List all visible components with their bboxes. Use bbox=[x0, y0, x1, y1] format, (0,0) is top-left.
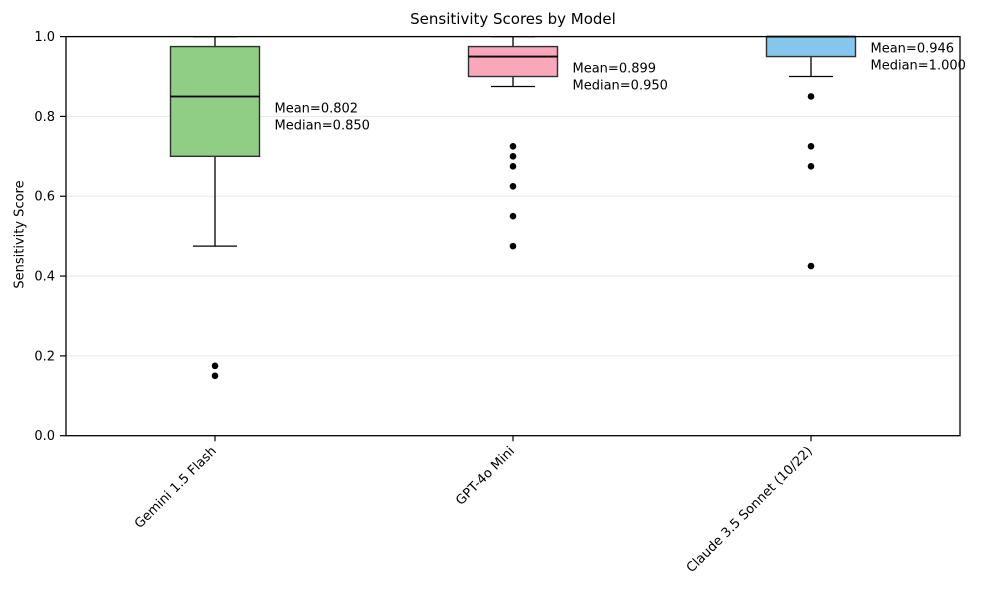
outlier-point bbox=[509, 163, 517, 170]
chart-title: Sensitivity Scores by Model bbox=[410, 10, 616, 28]
x-tick-label: Gemini 1.5 Flash bbox=[132, 444, 220, 532]
x-tick-label: Claude 3.5 Sonnet (10/22) bbox=[684, 444, 816, 576]
annotation-line: Mean=0.802 bbox=[275, 101, 359, 116]
box bbox=[765, 35, 857, 58]
outlier-point bbox=[211, 372, 219, 380]
annotation: Mean=0.899 Median=0.950 bbox=[573, 62, 668, 94]
annotation-line: Median=0.950 bbox=[573, 79, 668, 94]
annotation-line: Median=1.000 bbox=[871, 59, 966, 74]
box bbox=[169, 45, 261, 158]
x-tick-label: GPT-4o Mini bbox=[453, 444, 518, 509]
y-tick-label: 0.0 bbox=[34, 429, 55, 444]
annotation-line: Median=0.850 bbox=[275, 118, 370, 133]
y-tick-label: 0.2 bbox=[34, 349, 55, 364]
y-tick-label: 0.4 bbox=[34, 270, 55, 285]
box bbox=[467, 45, 559, 78]
outlier-point bbox=[211, 362, 219, 370]
annotation: Mean=0.802 Median=0.850 bbox=[275, 101, 370, 133]
outlier-point bbox=[807, 143, 815, 150]
y-tick-label: 0.6 bbox=[34, 190, 55, 205]
outlier-point bbox=[509, 212, 517, 220]
outlier-point bbox=[807, 93, 815, 100]
annotation-line: Mean=0.899 bbox=[573, 62, 657, 77]
outlier-point bbox=[509, 153, 517, 160]
outlier-point bbox=[807, 163, 815, 170]
annotation-line: Mean=0.946 bbox=[871, 42, 955, 57]
y-tick-label: 0.8 bbox=[34, 110, 55, 125]
outlier-point bbox=[509, 182, 517, 190]
outlier-point bbox=[509, 143, 517, 150]
y-tick-label: 1.0 bbox=[34, 30, 55, 45]
outlier-point bbox=[807, 262, 815, 270]
annotation: Mean=0.946 Median=1.000 bbox=[871, 42, 966, 74]
outlier-point bbox=[509, 242, 517, 250]
